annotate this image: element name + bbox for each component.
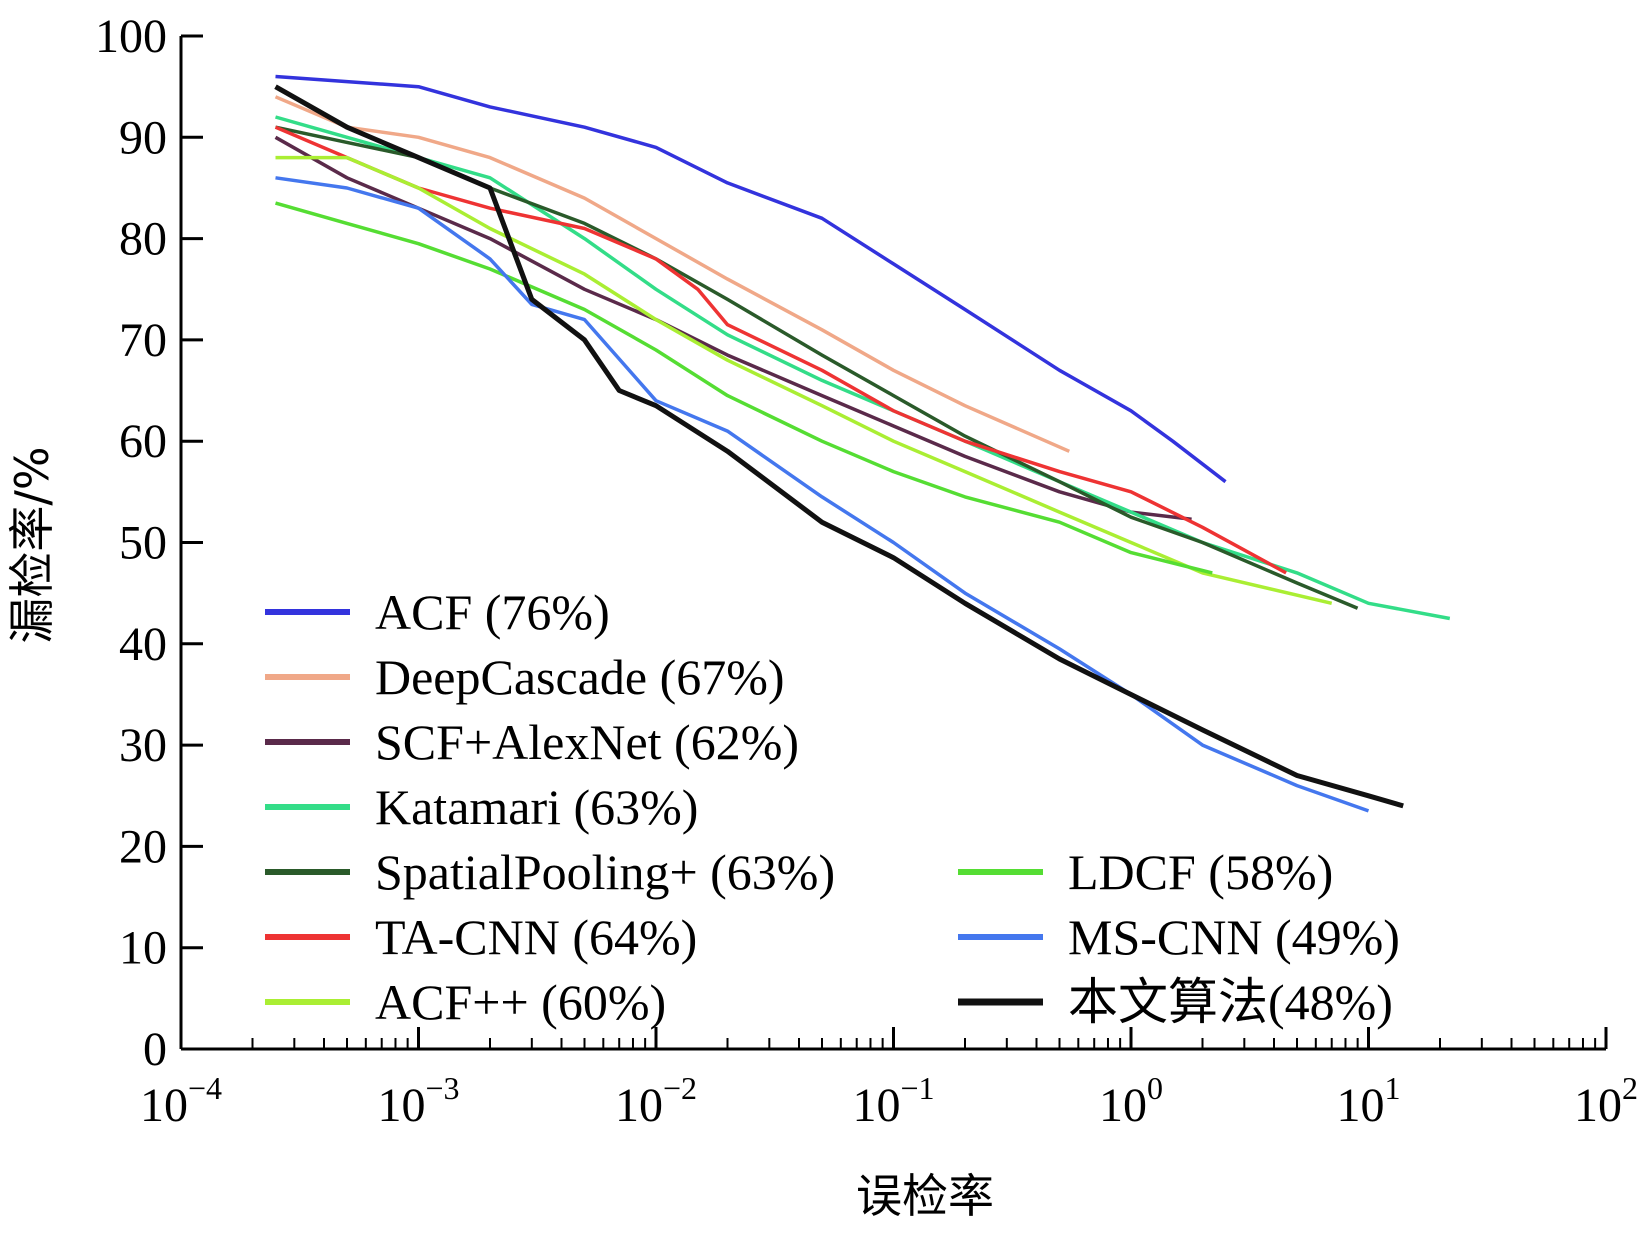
series-line <box>275 115 1451 621</box>
x-tick-label: 10−4 <box>140 1070 222 1132</box>
legend-label: SCF+AlexNet (62%) <box>375 714 799 770</box>
series-line <box>275 74 1227 484</box>
legend-label: SpatialPooling+ (63%) <box>375 844 835 900</box>
series-line <box>274 95 1071 453</box>
x-tick-label: 10−1 <box>852 1070 934 1132</box>
x-axis-title: 误检率 <box>856 1169 994 1223</box>
y-tick-label: 0 <box>143 1023 167 1076</box>
x-tick-label: 101 <box>1337 1070 1401 1132</box>
legend-label: 本文算法(48%) <box>1068 974 1393 1030</box>
y-axis-title: 漏检率/% <box>5 446 59 643</box>
y-tick-label: 60 <box>119 415 167 468</box>
x-tick-label: 102 <box>1574 1070 1638 1132</box>
y-tick-label: 20 <box>119 820 167 873</box>
x-tick-label: 100 <box>1099 1070 1163 1132</box>
series-line <box>275 201 1213 575</box>
series-layer <box>274 74 1451 813</box>
legend-label: MS-CNN (49%) <box>1068 909 1400 965</box>
y-tick-label: 90 <box>119 111 167 164</box>
series-line <box>275 155 1333 606</box>
x-tick-label: 10−3 <box>377 1070 459 1132</box>
x-tick-label: 10−2 <box>615 1070 697 1132</box>
series-line <box>274 84 1404 809</box>
y-tick-label: 80 <box>119 213 167 266</box>
axes-layer <box>179 34 1608 1051</box>
y-tick-label: 100 <box>95 10 167 63</box>
series-line <box>274 125 1287 575</box>
legend: ACF (76%) DeepCascade (67%) SCF+AlexNet (6… <box>265 584 1400 1030</box>
legend-label: TA-CNN (64%) <box>375 909 697 965</box>
legend-label: ACF++ (60%) <box>375 974 666 1030</box>
legend-label: LDCF (58%) <box>1068 844 1333 900</box>
legend-label: Katamari (63%) <box>375 779 698 835</box>
series-line <box>275 176 1370 813</box>
y-tick-label: 50 <box>119 517 167 570</box>
y-tick-label: 10 <box>119 922 167 975</box>
y-tick-label: 70 <box>119 314 167 367</box>
y-tick-label: 40 <box>119 618 167 671</box>
legend-label: DeepCascade (67%) <box>375 649 785 705</box>
tick-labels: 0 10 20 30 40 50 60 70 80 90 100 10−4 10−3 10−2 10−1 10… <box>95 10 1638 1132</box>
y-tick-label: 30 <box>119 719 167 772</box>
legend-label: ACF (76%) <box>375 584 610 640</box>
